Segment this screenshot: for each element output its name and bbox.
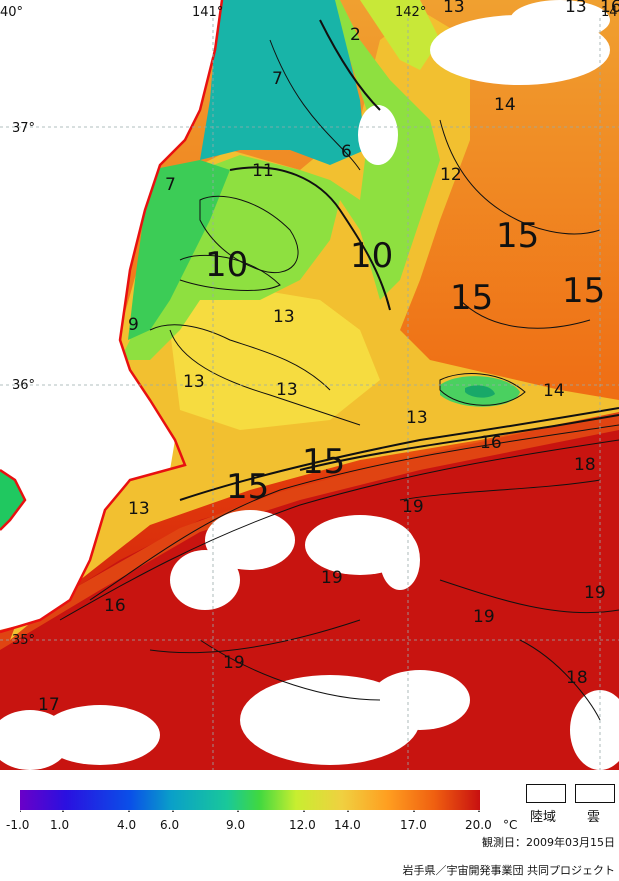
isotherm-label: 14 (494, 95, 516, 115)
isotherm-label: 16 (480, 433, 502, 453)
lon-label-143: 14 (601, 5, 618, 20)
isotherm-label: 13 (443, 0, 465, 17)
cloud-legend-swatch (575, 784, 615, 803)
isotherm-label: 19 (223, 653, 245, 673)
isotherm-label: 14 (543, 381, 565, 401)
sea-surface-temperature-map: 40° 141° 142° 14 37° 36° 35° 7 6 2 7 11 … (0, 0, 619, 770)
lat-label-36: 36° (12, 378, 35, 393)
isotherm-label: 19 (321, 568, 343, 588)
isotherm-label: 11 (252, 161, 274, 181)
colorbar-gradient (20, 790, 480, 810)
isotherm-label: 9 (128, 315, 139, 335)
colorbar-tick: 6.0 (160, 818, 180, 832)
isotherm-label: 18 (566, 668, 588, 688)
colorbar-tick: 12.0 (289, 818, 316, 832)
isotherm-label: 2 (350, 25, 361, 45)
colorbar-tick: 17.0 (400, 818, 427, 832)
lon-label-142: 142° (395, 5, 426, 20)
lat-label-37: 37° (12, 121, 35, 136)
colorbar-tick: -1.0 (6, 818, 30, 832)
red-transition-band (0, 412, 619, 650)
isotherms (59, 19, 619, 721)
isotherm-label: 13 (406, 408, 428, 428)
land-legend-label: 陸域 (530, 810, 557, 825)
isotherm-label: 7 (165, 175, 176, 195)
project-credit: 岩手県／宇宙開発事業団 共同プロジェクト (402, 864, 616, 877)
isotherm-label: 16 (104, 596, 126, 616)
peninsula-coast (0, 468, 27, 531)
isotherm-labels: 7 6 2 7 11 10 10 9 13 13 13 13 12 14 15 … (38, 0, 619, 715)
isotherm-label: 19 (473, 607, 495, 627)
isotherm-label: 15 (450, 278, 493, 318)
yellow-tongue (360, 0, 440, 70)
isotherm-label: 13 (273, 307, 295, 327)
light-yellow-water-mass (170, 290, 380, 430)
isotherm-label: 19 (402, 497, 424, 517)
isotherm-label: 10 (205, 245, 248, 285)
isotherm-label: 15 (562, 271, 605, 311)
green-cold-water (120, 0, 440, 360)
isotherm-label: 16 (600, 0, 619, 17)
isotherm-label: 19 (584, 583, 606, 603)
graticule-lines (0, 18, 619, 770)
temperature-colorbar (20, 790, 480, 812)
land-legend-swatch (526, 784, 566, 803)
colorbar-tick: 4.0 (117, 818, 137, 832)
map-footer: -1.0 1.0 4.0 6.0 9.0 12.0 14.0 17.0 20.0… (0, 770, 619, 881)
isotherm-label: 15 (302, 442, 345, 482)
isotherm-label: 13 (565, 0, 587, 17)
isotherm-label: 18 (574, 455, 596, 475)
lon-label-141: 141° (192, 5, 223, 20)
isotherm-label: 15 (226, 467, 269, 507)
isotherm-label: 7 (272, 69, 283, 89)
isotherm-label: 12 (440, 165, 462, 185)
isotherm-label: 10 (350, 236, 393, 276)
colorbar-tick: 1.0 (50, 818, 70, 832)
isotherm-label: 6 (341, 142, 352, 162)
isotherm-label: 15 (496, 216, 539, 256)
cloud-cover (0, 0, 619, 770)
lat-label-35: 35° (12, 633, 35, 648)
cloud-legend-label: 雲 (587, 810, 601, 825)
kuroshio-warm-water (0, 420, 619, 770)
lon-label-140: 40° (0, 5, 23, 20)
isotherm-label: 13 (183, 372, 205, 392)
cold-eddy-core (465, 385, 495, 398)
isotherm-label: 17 (38, 695, 60, 715)
observation-date: 観測日：2009年03月15日 (482, 836, 615, 849)
colorbar-tick: 20.0 (465, 818, 492, 832)
colorbar-unit: °C (503, 818, 518, 832)
green-coastal-strip (128, 160, 230, 340)
isotherm-label: 13 (276, 380, 298, 400)
colorbar-tick: 14.0 (334, 818, 361, 832)
teal-cold-water (200, 0, 365, 165)
isotherm-label: 13 (128, 499, 150, 519)
colorbar-tick: 9.0 (226, 818, 246, 832)
